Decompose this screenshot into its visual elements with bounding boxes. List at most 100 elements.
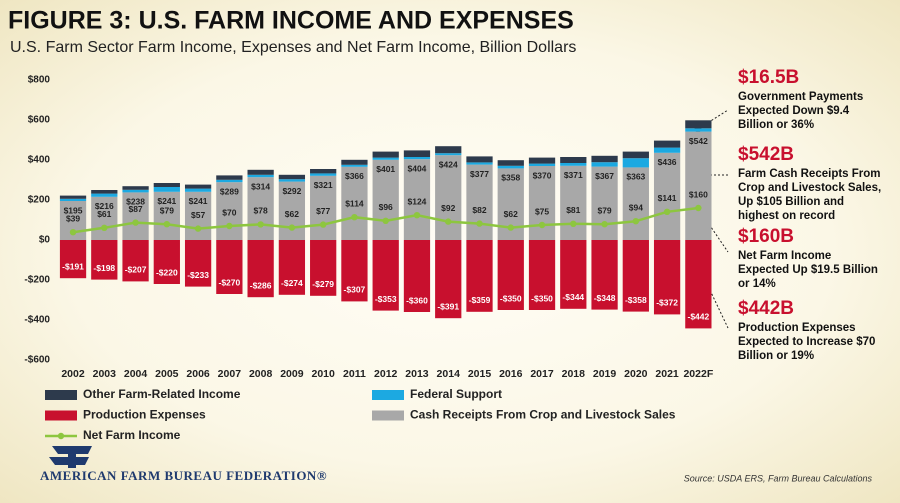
annotation-headline: $160B (738, 226, 794, 247)
bar (560, 157, 587, 163)
bar (91, 190, 118, 194)
bar-label: -$279 (312, 279, 334, 289)
bar (247, 174, 274, 178)
bar-label: -$220 (156, 267, 178, 277)
bar-labels: $195 -$191 $216 -$198 $238 -$207 $241 -$220 $241… (62, 136, 709, 322)
annotation-text: Production Expenses (738, 322, 856, 334)
bar-label: $367 (595, 171, 614, 181)
bar (591, 166, 618, 240)
bar-label: -$348 (594, 293, 616, 303)
bar-label: $542 (689, 136, 708, 146)
bar-label: $289 (220, 186, 239, 196)
bar-label: -$350 (500, 293, 522, 303)
bar (435, 240, 462, 319)
bar (91, 193, 118, 197)
bar (685, 131, 712, 240)
bar-label: -$233 (187, 270, 209, 280)
bar (184, 191, 212, 240)
bar (372, 159, 399, 240)
bar (591, 240, 618, 310)
bar (435, 153, 462, 156)
line-label: $81 (566, 205, 580, 215)
bar (685, 128, 712, 132)
bar (59, 198, 87, 201)
bar (122, 192, 149, 240)
bar-label: -$191 (62, 261, 84, 271)
bar (341, 240, 368, 302)
line-label: $94 (629, 202, 643, 212)
line-label: $79 (160, 205, 174, 215)
bar-label: -$391 (437, 301, 459, 311)
x-tick-label: 2005 (155, 368, 179, 380)
bar-label: -$442 (687, 312, 709, 322)
bar (653, 140, 681, 148)
legend-swatch (45, 410, 77, 421)
bars (59, 120, 712, 329)
annotation-text: Expected Up $19.5 Billion (738, 264, 878, 276)
x-tick-label: 2016 (499, 368, 523, 380)
bar (622, 151, 649, 159)
bar (497, 240, 524, 310)
bar-label: $404 (408, 163, 427, 173)
line-point (445, 218, 452, 225)
x-tick-label: 2022F (683, 368, 713, 380)
chart-title: FIGURE 3: U.S. FARM INCOME AND EXPENSES (8, 7, 574, 35)
line-label: $78 (254, 206, 268, 216)
line-label: $82 (472, 205, 486, 215)
bar (216, 240, 243, 294)
x-tick-label: 2006 (186, 368, 210, 380)
line-label: $160 (689, 189, 708, 199)
bar (466, 240, 493, 312)
bar (403, 240, 431, 312)
y-tick-label: -$200 (24, 275, 50, 286)
bar (466, 156, 493, 163)
bar (372, 240, 399, 311)
bar-label: -$198 (93, 263, 115, 273)
bar (560, 165, 587, 240)
bar (622, 158, 649, 168)
line-point (288, 224, 296, 231)
bar (153, 183, 180, 187)
annotation-headline: $542B (738, 144, 794, 165)
chart-subtitle: U.S. Farm Sector Farm Income, Expenses a… (10, 39, 576, 56)
bar (341, 166, 368, 240)
bar-label: $363 (626, 172, 645, 182)
bar (653, 147, 681, 153)
x-tick-label: 2015 (468, 368, 492, 380)
x-tick-label: 2020 (624, 368, 648, 380)
bar (91, 240, 118, 280)
bar (59, 240, 87, 279)
line-point (101, 224, 108, 231)
annotation-text: Billion or 19% (738, 350, 814, 362)
bar (153, 187, 180, 192)
x-tick-label: 2009 (280, 368, 304, 380)
bar (216, 182, 243, 240)
bar (310, 175, 337, 240)
annotation-text: Up $105 Billion and (738, 196, 844, 208)
bar-label: -$358 (625, 295, 647, 305)
line-point (632, 218, 640, 225)
line-point (507, 224, 514, 231)
bar-label: -$344 (562, 292, 584, 302)
annotation-text: Crop and Livestock Sales, (738, 182, 881, 194)
y-tick-label: $800 (28, 75, 51, 86)
bar-label: $358 (501, 173, 520, 183)
bar (278, 240, 306, 295)
annotation-text: Billion or 36% (738, 119, 814, 131)
bar-label: $314 (251, 181, 270, 191)
x-tick-label: 2021 (655, 368, 679, 380)
bar (372, 157, 399, 160)
bar (247, 169, 274, 175)
bar-label: $366 (345, 171, 364, 181)
y-tick-label: $600 (28, 115, 51, 126)
annotation-headline: $442B (738, 298, 794, 319)
bar-label: -$286 (250, 280, 272, 290)
line-label: $77 (316, 206, 330, 216)
legend-swatch (45, 390, 77, 400)
bar-label: $321 (314, 180, 333, 190)
legend-label: Other Farm-Related Income (83, 387, 241, 401)
line-point (382, 217, 389, 224)
legend-label: Cash Receipts From Crop and Livestock Sa… (410, 408, 676, 422)
bar (247, 177, 274, 240)
